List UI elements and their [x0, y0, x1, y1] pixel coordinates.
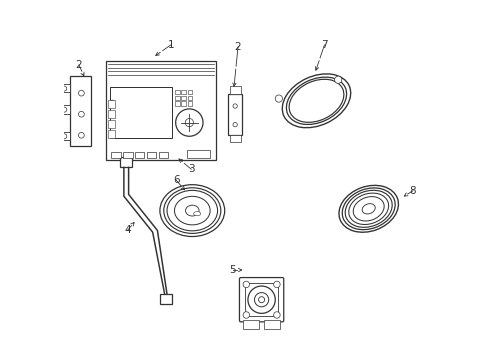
Bar	[58, 132, 70, 140]
Text: 3: 3	[187, 164, 194, 174]
Bar	[175, 96, 180, 100]
Ellipse shape	[348, 193, 388, 225]
Bar	[243, 320, 258, 329]
Bar	[181, 90, 186, 94]
Circle shape	[79, 111, 84, 117]
Ellipse shape	[160, 185, 224, 237]
Bar	[146, 152, 156, 158]
Ellipse shape	[185, 205, 199, 216]
Ellipse shape	[167, 190, 217, 231]
Ellipse shape	[288, 79, 343, 122]
Bar	[159, 152, 168, 158]
Bar	[181, 96, 186, 100]
Circle shape	[254, 293, 268, 307]
Bar	[123, 152, 132, 158]
Text: 5: 5	[229, 265, 236, 275]
Circle shape	[273, 281, 280, 288]
Ellipse shape	[163, 188, 221, 233]
Bar	[187, 102, 192, 106]
Ellipse shape	[193, 212, 200, 216]
Text: 4: 4	[124, 225, 131, 235]
Bar	[175, 102, 180, 106]
Bar	[108, 130, 114, 138]
Circle shape	[79, 132, 84, 138]
Ellipse shape	[174, 196, 210, 225]
Ellipse shape	[338, 185, 398, 232]
Ellipse shape	[352, 197, 384, 221]
Bar	[111, 152, 121, 158]
Bar	[187, 96, 192, 100]
Bar	[58, 84, 70, 93]
Circle shape	[232, 104, 237, 108]
Text: 1: 1	[167, 40, 174, 50]
Circle shape	[243, 281, 249, 288]
Bar	[181, 102, 186, 106]
Bar	[186, 150, 210, 158]
Circle shape	[275, 95, 282, 102]
Circle shape	[232, 122, 237, 127]
Circle shape	[175, 109, 203, 136]
Bar	[244, 283, 277, 316]
Bar	[175, 90, 180, 94]
Circle shape	[243, 312, 249, 318]
Text: 6: 6	[172, 175, 179, 185]
Ellipse shape	[286, 77, 346, 125]
Circle shape	[258, 297, 264, 303]
Ellipse shape	[345, 190, 391, 227]
Bar	[106, 61, 215, 160]
Circle shape	[185, 118, 193, 127]
Bar	[229, 86, 240, 94]
Bar	[58, 105, 70, 113]
Circle shape	[61, 107, 67, 112]
Text: 7: 7	[321, 40, 327, 50]
Bar	[160, 294, 171, 304]
Bar	[70, 76, 91, 146]
Text: 2: 2	[234, 42, 241, 52]
Bar	[228, 94, 242, 135]
Bar	[110, 87, 171, 138]
Text: 8: 8	[409, 186, 415, 196]
Ellipse shape	[362, 204, 374, 214]
Circle shape	[334, 76, 341, 84]
Circle shape	[61, 86, 67, 91]
Bar	[108, 120, 114, 128]
Bar	[135, 152, 144, 158]
Ellipse shape	[342, 188, 394, 230]
Text: 2: 2	[76, 60, 82, 70]
Bar	[229, 135, 240, 143]
Ellipse shape	[282, 74, 350, 128]
Circle shape	[247, 286, 275, 313]
Bar	[187, 90, 192, 94]
Circle shape	[273, 312, 280, 318]
FancyBboxPatch shape	[239, 278, 283, 322]
Circle shape	[61, 134, 67, 139]
Bar	[120, 157, 132, 167]
Bar	[108, 110, 114, 118]
Bar	[264, 320, 280, 329]
Bar	[108, 100, 114, 108]
Circle shape	[79, 90, 84, 96]
